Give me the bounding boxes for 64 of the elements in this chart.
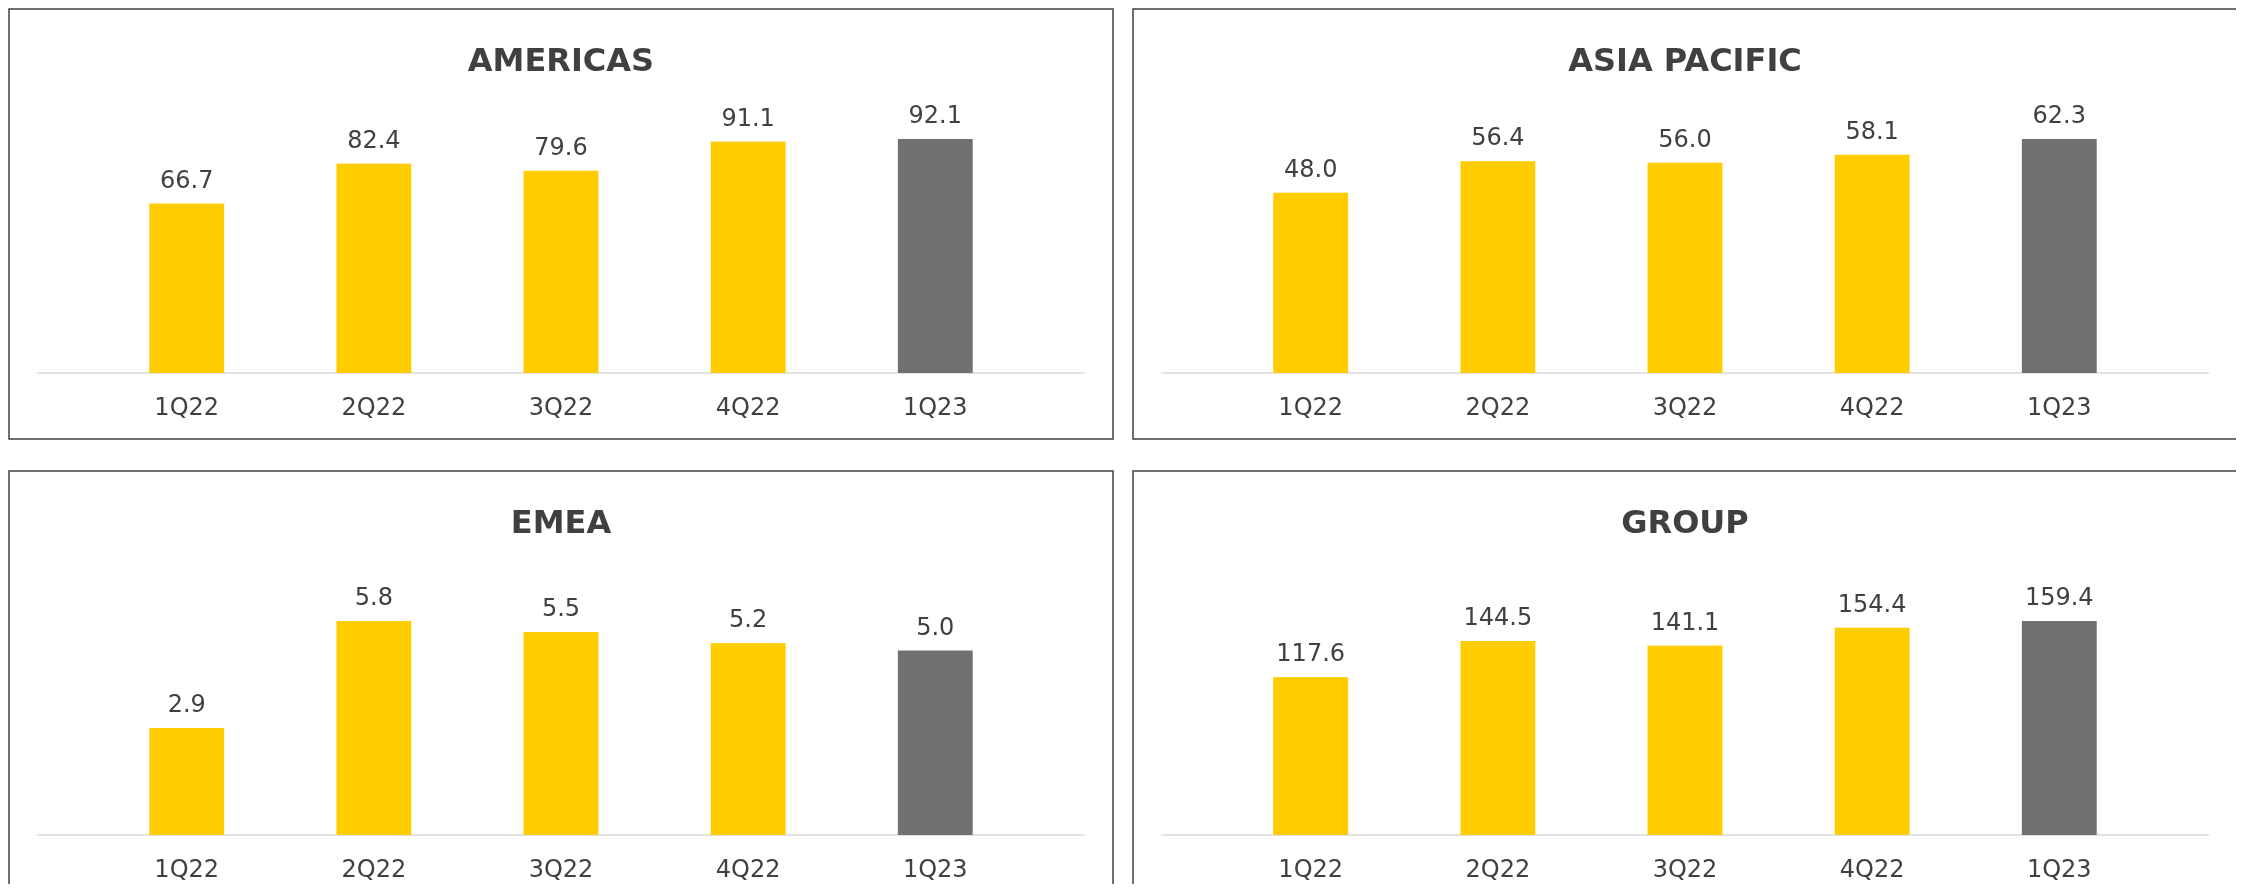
data-label: 56.4 xyxy=(1471,123,1525,152)
chart-title: GROUP xyxy=(1621,503,1749,541)
x-tick-label: 1Q23 xyxy=(902,393,968,421)
bar xyxy=(1273,677,1349,835)
bar xyxy=(1273,192,1349,373)
bar xyxy=(1460,641,1536,835)
x-tick-label: 2Q22 xyxy=(1465,855,1531,883)
data-label: 154.4 xyxy=(1837,589,1907,618)
chart-title: EMEA xyxy=(510,503,612,541)
x-tick-label: 2Q22 xyxy=(341,393,407,421)
bar xyxy=(710,643,786,835)
bar xyxy=(1834,627,1910,835)
x-tick-label: 4Q22 xyxy=(1839,855,1905,883)
x-tick-label: 1Q22 xyxy=(1278,393,1344,421)
x-tick-label: 3Q22 xyxy=(1652,393,1718,421)
chart-title: ASIA PACIFIC xyxy=(1568,41,1802,79)
bar xyxy=(336,621,412,835)
bar xyxy=(336,163,412,373)
bar xyxy=(1647,645,1723,835)
bar xyxy=(2021,621,2097,835)
data-label: 144.5 xyxy=(1463,603,1533,631)
bar xyxy=(1647,162,1723,373)
bar xyxy=(897,650,973,835)
x-tick-label: 1Q22 xyxy=(154,393,220,421)
chart-title: AMERICAS xyxy=(467,41,655,79)
x-tick-label: 1Q23 xyxy=(2026,855,2092,883)
x-tick-label: 1Q23 xyxy=(902,855,968,883)
bar xyxy=(2021,139,2097,373)
x-tick-label: 1Q23 xyxy=(2026,393,2092,421)
data-label: 2.9 xyxy=(167,690,206,718)
data-label: 117.6 xyxy=(1276,639,1346,668)
data-label: 5.0 xyxy=(916,612,955,641)
x-tick-label: 4Q22 xyxy=(715,855,781,883)
x-tick-label: 2Q22 xyxy=(341,855,407,883)
x-tick-label: 1Q22 xyxy=(154,855,220,883)
bar xyxy=(1834,154,1910,373)
bar xyxy=(1460,161,1536,373)
data-label: 66.7 xyxy=(160,165,214,194)
x-tick-label: 3Q22 xyxy=(528,393,594,421)
data-label: 91.1 xyxy=(721,103,775,132)
x-tick-label: 4Q22 xyxy=(715,393,781,421)
bar xyxy=(523,632,599,835)
bar xyxy=(897,139,973,373)
bar xyxy=(149,203,225,373)
data-label: 5.8 xyxy=(354,583,393,611)
x-tick-label: 3Q22 xyxy=(1652,855,1718,883)
data-label: 62.3 xyxy=(2032,101,2086,129)
data-label: 5.5 xyxy=(541,594,581,623)
data-label: 159.4 xyxy=(2024,583,2094,611)
x-tick-label: 4Q22 xyxy=(1839,393,1905,421)
data-label: 82.4 xyxy=(347,125,401,154)
bar xyxy=(523,170,599,373)
data-label: 58.1 xyxy=(1845,116,1899,145)
bar xyxy=(149,728,225,835)
data-label: 48.0 xyxy=(1284,154,1338,183)
x-tick-label: 1Q22 xyxy=(1278,855,1344,883)
data-label: 5.2 xyxy=(729,605,768,634)
data-label: 56.0 xyxy=(1658,124,1712,153)
data-label: 92.1 xyxy=(908,101,962,129)
data-label: 79.6 xyxy=(534,132,588,161)
data-label: 141.1 xyxy=(1650,607,1720,636)
x-tick-label: 2Q22 xyxy=(1465,393,1531,421)
bar xyxy=(710,141,786,373)
x-tick-label: 3Q22 xyxy=(528,855,594,883)
